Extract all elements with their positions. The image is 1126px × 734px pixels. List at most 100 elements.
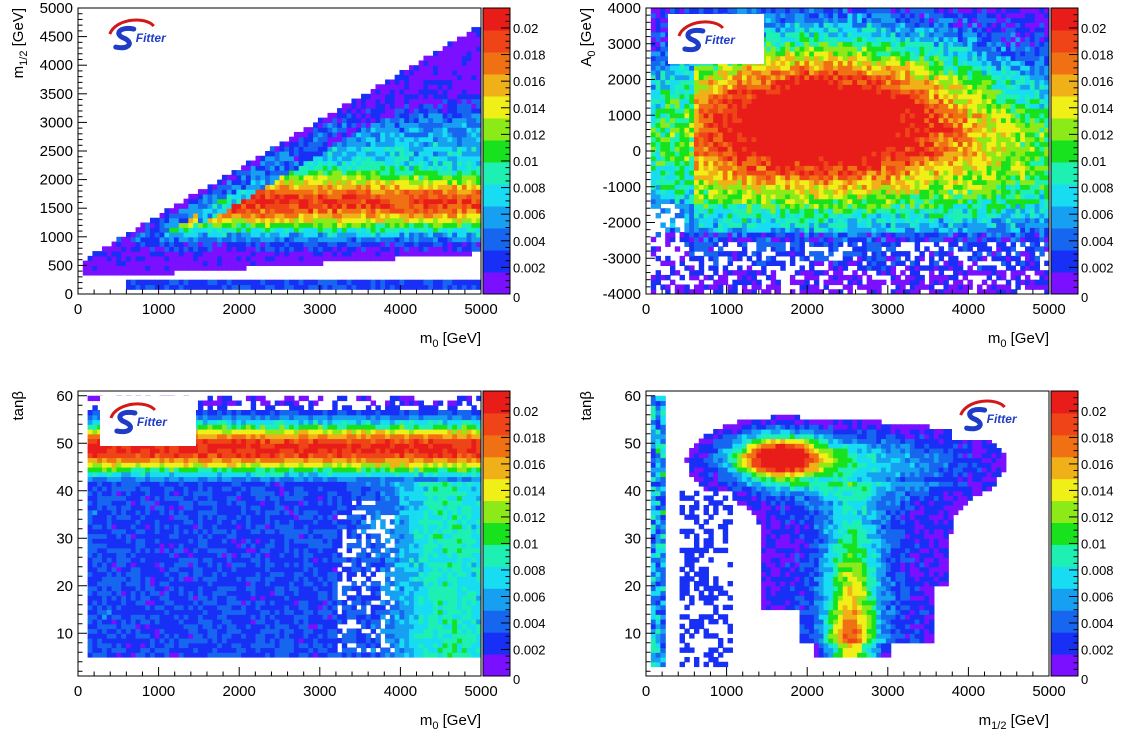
- heatmap-cell: [674, 193, 681, 200]
- heatmap-cell: [789, 174, 796, 181]
- heatmap-cell: [804, 270, 810, 276]
- heatmap-cell: [332, 127, 338, 133]
- heatmap-cell: [471, 174, 477, 181]
- heatmap-cell: [351, 284, 357, 290]
- heatmap-cell: [365, 284, 372, 290]
- heatmap-cell: [703, 222, 709, 228]
- heatmap-cell: [665, 208, 671, 214]
- heatmap-cell: [857, 93, 863, 100]
- heatmap-cell: [231, 255, 237, 262]
- heatmap-cell: [794, 112, 801, 119]
- heatmap-cell: [813, 93, 820, 100]
- heatmap-cell: [818, 112, 825, 119]
- heatmap-cell: [727, 179, 733, 185]
- heatmap-cell: [399, 122, 405, 128]
- heatmap-cell: [461, 50, 468, 57]
- heatmap-cell: [375, 179, 381, 185]
- heatmap-cell: [452, 246, 458, 252]
- heatmap-cell: [351, 227, 357, 233]
- heatmap-cell: [842, 127, 849, 133]
- heatmap-cell: [341, 246, 348, 252]
- heatmap-cell: [236, 203, 242, 209]
- heatmap-cell: [775, 189, 781, 195]
- heatmap-cell: [693, 284, 700, 290]
- heatmap-cell: [217, 279, 223, 286]
- heatmap-cell: [274, 165, 281, 171]
- heatmap-cell: [466, 208, 473, 214]
- heatmap-cell: [804, 50, 810, 57]
- heatmap-cell: [789, 217, 796, 224]
- heatmap-cell: [727, 79, 733, 85]
- heatmap-cell: [217, 203, 223, 209]
- heatmap-cell: [188, 232, 194, 238]
- heatmap-cell: [765, 31, 772, 38]
- heatmap-cell: [284, 160, 290, 166]
- heatmap-cell: [746, 179, 753, 185]
- heatmap-cell: [679, 151, 685, 157]
- heatmap-cell: [447, 89, 453, 95]
- heatmap-cell: [356, 227, 362, 233]
- heatmap-cell: [703, 69, 709, 76]
- heatmap-cell: [737, 179, 743, 185]
- heatmap-cell: [818, 232, 825, 238]
- heatmap-cell: [389, 174, 396, 181]
- heatmap-cell: [713, 232, 719, 238]
- heatmap-cell: [241, 174, 247, 181]
- heatmap-cell: [97, 251, 103, 257]
- heatmap-cell: [794, 122, 801, 128]
- heatmap-cell: [404, 98, 410, 104]
- heatmap-cell: [317, 122, 324, 128]
- heatmap-cell: [471, 184, 477, 190]
- heatmap-cell: [279, 251, 285, 257]
- heatmap-cell: [269, 208, 276, 214]
- heatmap-cell: [255, 203, 261, 209]
- heatmap-cell: [713, 251, 719, 257]
- heatmap-cell: [842, 98, 849, 104]
- heatmap-cell: [433, 79, 439, 85]
- heatmap-cell: [461, 84, 468, 90]
- heatmap-cell: [818, 41, 825, 47]
- heatmap-cell: [461, 198, 468, 205]
- heatmap-cell: [433, 189, 439, 195]
- heatmap-cell: [650, 246, 657, 252]
- heatmap-cell: [226, 174, 233, 181]
- heatmap-cell: [260, 203, 266, 209]
- heatmap-cell: [665, 260, 671, 266]
- heatmap-cell: [698, 131, 705, 138]
- heatmap-cell: [804, 212, 810, 219]
- heatmap-cell: [361, 184, 367, 190]
- heatmap-cell: [799, 236, 805, 243]
- heatmap-cell: [669, 227, 676, 233]
- heatmap-cell: [665, 184, 671, 190]
- heatmap-cell: [466, 141, 473, 147]
- heatmap-cell: [775, 46, 781, 52]
- heatmap-cell: [409, 184, 415, 190]
- heatmap-cell: [231, 193, 237, 200]
- heatmap-cell: [741, 189, 748, 195]
- heatmap-cell: [457, 84, 463, 90]
- heatmap-cell: [765, 103, 772, 109]
- heatmap-cell: [804, 222, 810, 228]
- heatmap-cell: [780, 89, 786, 95]
- heatmap-cell: [437, 84, 444, 90]
- heatmap-cell: [717, 160, 724, 166]
- heatmap-cell: [452, 46, 458, 52]
- heatmap-cell: [404, 74, 410, 81]
- heatmap-cell: [399, 208, 405, 214]
- heatmap-cell: [684, 69, 690, 76]
- heatmap-cell: [861, 170, 868, 176]
- heatmap-cell: [761, 222, 767, 228]
- heatmap-cell: [169, 241, 175, 247]
- heatmap-cell: [761, 89, 767, 95]
- heatmap-cell: [188, 284, 194, 290]
- heatmap-cell: [722, 189, 729, 195]
- heatmap-cell: [785, 127, 791, 133]
- heatmap-cell: [188, 251, 194, 257]
- heatmap-cell: [741, 198, 748, 205]
- heatmap-cell: [775, 17, 781, 23]
- heatmap-cell: [861, 31, 868, 38]
- heatmap-cell: [861, 108, 868, 114]
- heatmap-cell: [727, 212, 733, 219]
- heatmap-cell: [361, 151, 367, 157]
- heatmap-cell: [418, 84, 425, 90]
